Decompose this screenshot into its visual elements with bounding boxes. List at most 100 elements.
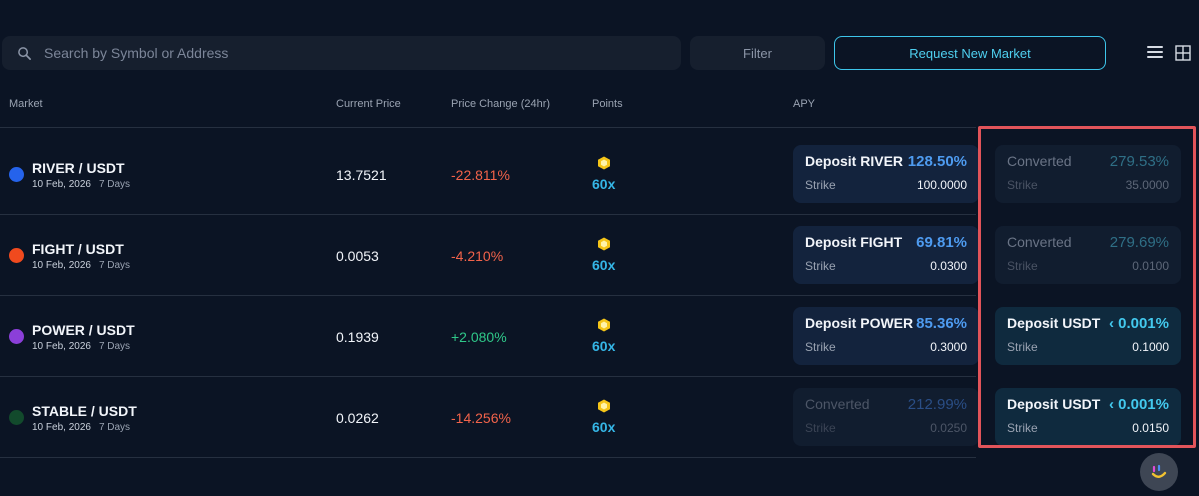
- expiry-duration: 7 Days: [98, 422, 131, 433]
- strike-label: Strike: [805, 178, 836, 192]
- toolbar: Filter Request New Market: [2, 36, 1199, 70]
- apy-card-secondary[interactable]: Deposit USDT ‹ 0.001% Strike 0.1000: [995, 307, 1181, 365]
- card-title: Deposit RIVER: [805, 153, 904, 169]
- current-price: 0.0053: [336, 248, 379, 264]
- expiry-duration: 7 Days: [98, 179, 131, 190]
- strike-value: 0.0150: [1132, 421, 1169, 435]
- card-title: Deposit POWER: [805, 315, 914, 331]
- apy-card-secondary[interactable]: Deposit USDT ‹ 0.001% Strike 0.0150: [995, 388, 1181, 446]
- table-row[interactable]: STABLE / USDT 10 Feb, 2026 7 Days 0.0262 …: [0, 377, 1199, 458]
- points-hexagon-icon: [598, 318, 610, 332]
- current-price: 0.0262: [336, 410, 379, 426]
- strike-label: Strike: [1007, 340, 1038, 354]
- search-box[interactable]: [2, 36, 681, 70]
- request-new-market-button[interactable]: Request New Market: [834, 36, 1106, 70]
- card-title: Deposit FIGHT: [805, 234, 903, 250]
- card-apy: ‹ 0.001%: [1108, 315, 1169, 332]
- market-expiry: 10 Feb, 2026 7 Days: [32, 341, 130, 352]
- market-pair[interactable]: STABLE / USDT: [32, 403, 137, 419]
- card-title: Deposit USDT: [1007, 396, 1101, 412]
- expiry-duration: 7 Days: [98, 260, 131, 271]
- apy-card-secondary[interactable]: Converted 279.69% Strike 0.0100: [995, 226, 1181, 284]
- list-view-icon[interactable]: [1147, 46, 1163, 60]
- points-multiplier: 60x: [592, 257, 616, 273]
- header-market: Market: [9, 98, 43, 110]
- card-apy: 212.99%: [907, 396, 967, 413]
- row-divider: [0, 295, 976, 296]
- apy-card-primary[interactable]: Converted 212.99% Strike 0.0250: [793, 388, 979, 446]
- coin-icon: [9, 167, 24, 182]
- strike-value: 0.3000: [930, 340, 967, 354]
- strike-value: 0.1000: [1132, 340, 1169, 354]
- table-row[interactable]: RIVER / USDT 10 Feb, 2026 7 Days 13.7521 …: [0, 134, 1199, 215]
- strike-label: Strike: [805, 259, 836, 273]
- strike-label: Strike: [805, 340, 836, 354]
- assistant-button[interactable]: [1140, 453, 1178, 491]
- coin-icon: [9, 410, 24, 425]
- card-title: Converted: [1007, 153, 1072, 169]
- market-pair[interactable]: RIVER / USDT: [32, 160, 125, 176]
- strike-value: 100.0000: [916, 178, 967, 192]
- card-apy: 85.36%: [916, 315, 967, 332]
- search-icon: [18, 46, 31, 60]
- points-hexagon-icon: [598, 399, 610, 413]
- card-title: Converted: [1007, 234, 1072, 250]
- row-divider: [0, 376, 976, 377]
- current-price: 13.7521: [336, 167, 387, 183]
- header-apy: APY: [793, 98, 816, 110]
- card-apy: ‹ 0.001%: [1108, 396, 1169, 413]
- apy-card-primary[interactable]: Deposit POWER 85.36% Strike 0.3000: [793, 307, 979, 365]
- strike-value: 0.0250: [930, 421, 967, 435]
- points-multiplier: 60x: [592, 419, 616, 435]
- table-header: Market Current Price Price Change (24hr)…: [0, 98, 1199, 112]
- strike-label: Strike: [1007, 178, 1038, 192]
- market-expiry: 10 Feb, 2026 7 Days: [32, 422, 130, 433]
- strike-value: 0.0300: [930, 259, 967, 273]
- price-change: -14.256%: [451, 410, 511, 426]
- table-row[interactable]: FIGHT / USDT 10 Feb, 2026 7 Days 0.0053 -…: [0, 215, 1199, 296]
- points-multiplier: 60x: [592, 176, 616, 192]
- row-divider: [0, 214, 976, 215]
- apy-card-primary[interactable]: Deposit RIVER 128.50% Strike 100.0000: [793, 145, 979, 203]
- expiry-date: 10 Feb, 2026: [32, 422, 91, 433]
- strike-label: Strike: [1007, 259, 1038, 273]
- filter-button[interactable]: Filter: [690, 36, 825, 70]
- apy-card-secondary[interactable]: Converted 279.53% Strike 35.0000: [995, 145, 1181, 203]
- apy-card-primary[interactable]: Deposit FIGHT 69.81% Strike 0.0300: [793, 226, 979, 284]
- header-current-price: Current Price: [336, 98, 401, 110]
- expiry-date: 10 Feb, 2026: [32, 260, 91, 271]
- strike-label: Strike: [1007, 421, 1038, 435]
- table-row[interactable]: POWER / USDT 10 Feb, 2026 7 Days 0.1939 +…: [0, 296, 1199, 377]
- expiry-duration: 7 Days: [98, 341, 131, 352]
- header-points: Points: [592, 98, 623, 110]
- search-input[interactable]: [44, 45, 644, 61]
- points-hexagon-icon: [598, 237, 610, 251]
- row-divider: [0, 457, 976, 458]
- market-expiry: 10 Feb, 2026 7 Days: [32, 260, 130, 271]
- strike-label: Strike: [805, 421, 836, 435]
- card-apy: 69.81%: [916, 234, 967, 251]
- price-change: -22.811%: [451, 167, 510, 183]
- expiry-date: 10 Feb, 2026: [32, 179, 91, 190]
- expiry-date: 10 Feb, 2026: [32, 341, 91, 352]
- coin-icon: [9, 248, 24, 263]
- strike-value: 35.0000: [1125, 178, 1169, 192]
- card-title: Deposit USDT: [1007, 315, 1101, 331]
- divider: [0, 127, 976, 128]
- market-expiry: 10 Feb, 2026 7 Days: [32, 179, 130, 190]
- price-change: -4.210%: [451, 248, 504, 264]
- card-apy: 279.69%: [1109, 234, 1169, 251]
- header-price-change: Price Change (24hr): [451, 98, 551, 110]
- assistant-icon: [1151, 464, 1167, 478]
- market-pair[interactable]: FIGHT / USDT: [32, 241, 124, 257]
- card-apy: 279.53%: [1109, 153, 1169, 170]
- points-multiplier: 60x: [592, 338, 616, 354]
- card-title: Converted: [805, 396, 870, 412]
- points-hexagon-icon: [598, 156, 610, 170]
- market-pair[interactable]: POWER / USDT: [32, 322, 135, 338]
- price-change: +2.080%: [451, 329, 507, 345]
- card-apy: 128.50%: [907, 153, 967, 170]
- coin-icon: [9, 329, 24, 344]
- grid-view-icon[interactable]: [1175, 45, 1191, 61]
- current-price: 0.1939: [336, 329, 379, 345]
